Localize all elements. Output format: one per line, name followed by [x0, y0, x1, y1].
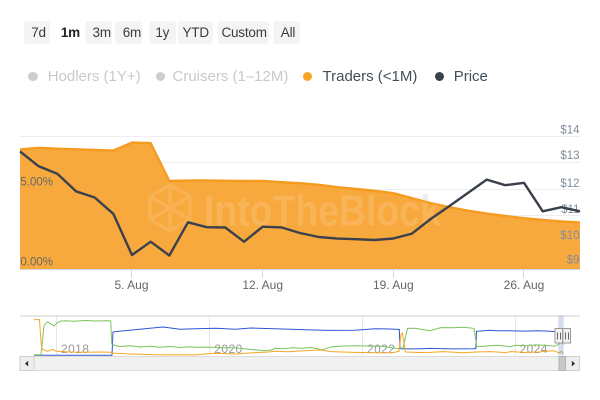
svg-text:19. Aug: 19. Aug [373, 278, 414, 292]
svg-text:$10: $10 [560, 230, 579, 242]
svg-text:$12: $12 [560, 178, 579, 190]
svg-text:5. Aug: 5. Aug [114, 278, 148, 292]
svg-text:12. Aug: 12. Aug [242, 278, 283, 292]
svg-text:$9: $9 [567, 254, 580, 266]
svg-text:$13: $13 [560, 150, 579, 162]
svg-text:2020: 2020 [214, 342, 242, 356]
svg-text:2018: 2018 [61, 342, 89, 356]
svg-text:5.00%: 5.00% [20, 177, 53, 189]
svg-text:26. Aug: 26. Aug [504, 278, 545, 292]
svg-text:$14: $14 [560, 125, 580, 137]
svg-text:2024: 2024 [520, 342, 548, 356]
svg-text:2022: 2022 [367, 342, 395, 356]
svg-text:0.00%: 0.00% [20, 256, 53, 268]
